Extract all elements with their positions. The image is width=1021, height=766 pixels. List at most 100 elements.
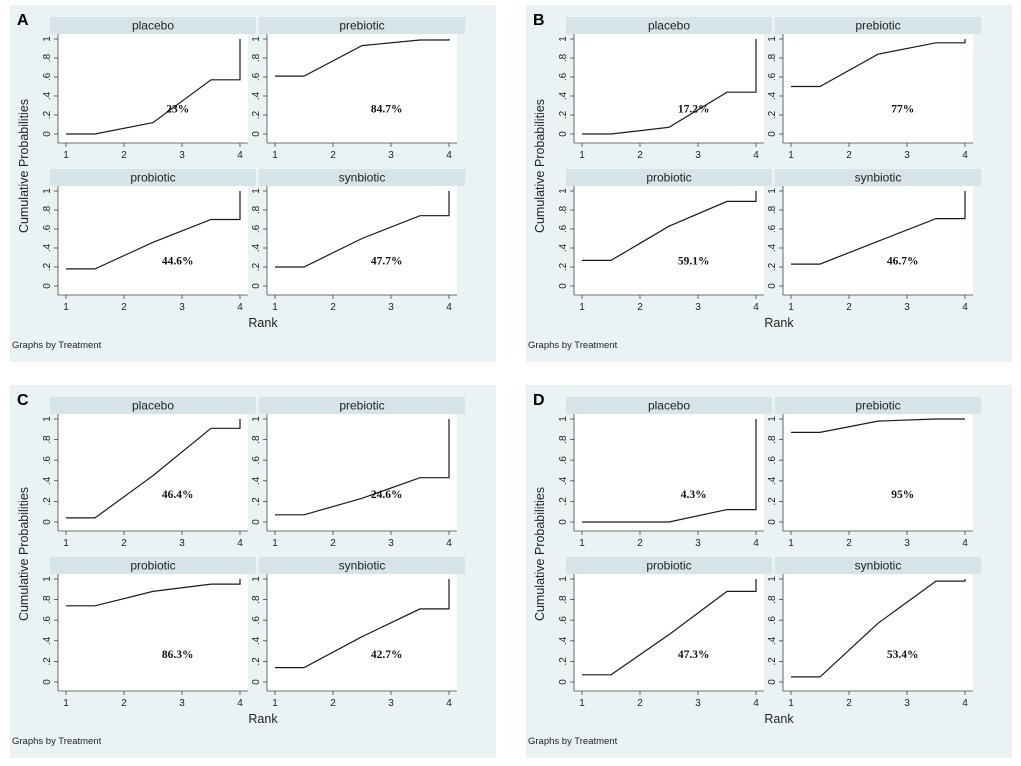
x-tick-label: 4 bbox=[446, 698, 452, 709]
y-tick-label: .4 bbox=[251, 636, 262, 645]
panel-prebiotic: prebiotic 0 .2 .4 .6 .8 1 1 2 3 4 24.6% bbox=[251, 397, 465, 549]
panel-prebiotic: prebiotic 0 .2 .4 .6 .8 1 1 2 3 4 95% bbox=[767, 397, 981, 549]
y-tick-label: 0 bbox=[767, 131, 778, 137]
y-tick-label: 1 bbox=[251, 416, 262, 422]
sucra-label: 23% bbox=[166, 103, 189, 115]
y-axis-label: Cumulative Probabilities bbox=[17, 487, 31, 621]
plot-area bbox=[783, 574, 973, 691]
plot-area bbox=[58, 574, 248, 691]
y-tick-label: 1 bbox=[42, 416, 53, 422]
panel-strip bbox=[566, 557, 772, 574]
y-tick-label: 0 bbox=[251, 679, 262, 685]
series-line bbox=[582, 39, 757, 135]
x-tick-label: 2 bbox=[330, 698, 336, 709]
panel-title: placebo bbox=[132, 399, 174, 413]
series-line bbox=[275, 419, 450, 516]
y-tick-label: .8 bbox=[558, 205, 569, 214]
x-tick-label: 2 bbox=[637, 150, 643, 161]
x-tick-label: 1 bbox=[579, 302, 585, 313]
y-tick-label: .4 bbox=[767, 636, 778, 645]
panel-strip bbox=[775, 169, 981, 186]
panel-placebo: placebo 0 .2 .4 .6 .8 1 1 2 3 4 17.2% bbox=[558, 17, 772, 161]
plot-area bbox=[267, 186, 457, 295]
panel-synbiotic: synbiotic 0 .2 .4 .6 .8 1 1 2 3 4 53.4% bbox=[767, 557, 981, 709]
x-tick-label: 4 bbox=[237, 150, 243, 161]
x-tick-label: 4 bbox=[753, 538, 759, 549]
x-tick-label: 3 bbox=[695, 538, 701, 549]
x-tick-label: 4 bbox=[237, 698, 243, 709]
panel-strip bbox=[259, 17, 465, 34]
y-tick-label: 1 bbox=[42, 576, 53, 582]
sucra-label: 53.4% bbox=[887, 649, 919, 661]
y-tick-label: 1 bbox=[558, 576, 569, 582]
panel-title: prebiotic bbox=[855, 19, 900, 33]
sucra-label: 4.3% bbox=[681, 489, 707, 501]
y-tick-label: 0 bbox=[558, 283, 569, 289]
series-line bbox=[66, 579, 241, 607]
y-tick-label: .4 bbox=[558, 476, 569, 485]
y-tick-label: .2 bbox=[767, 497, 778, 506]
x-tick-label: 2 bbox=[121, 698, 127, 709]
plot-area bbox=[267, 34, 457, 143]
series-line bbox=[791, 418, 965, 433]
x-tick-label: 1 bbox=[272, 698, 278, 709]
x-axis-label: Rank bbox=[248, 712, 278, 726]
y-tick-label: 0 bbox=[42, 519, 53, 525]
y-tick-label: .4 bbox=[42, 91, 53, 100]
plot-area bbox=[267, 414, 457, 531]
x-tick-label: 2 bbox=[846, 538, 852, 549]
y-tick-label: .6 bbox=[42, 456, 53, 465]
x-tick-label: 1 bbox=[579, 538, 585, 549]
x-tick-label: 1 bbox=[63, 302, 69, 313]
y-tick-label: .6 bbox=[251, 72, 262, 81]
y-tick-label: 1 bbox=[42, 36, 53, 42]
sucra-label: 86.3% bbox=[162, 649, 194, 661]
y-tick-label: 0 bbox=[767, 519, 778, 525]
x-tick-label: 3 bbox=[179, 302, 185, 313]
x-tick-label: 2 bbox=[637, 538, 643, 549]
y-tick-label: .4 bbox=[767, 91, 778, 100]
panel-prebiotic: prebiotic 0 .2 .4 .6 .8 1 1 2 3 4 77% bbox=[767, 17, 981, 161]
y-tick-label: 0 bbox=[558, 519, 569, 525]
y-tick-label: .8 bbox=[251, 435, 262, 444]
x-tick-label: 1 bbox=[272, 150, 278, 161]
panel-letter: C bbox=[17, 392, 29, 409]
x-tick-label: 3 bbox=[388, 302, 394, 313]
x-tick-label: 1 bbox=[579, 150, 585, 161]
panel-title: synbiotic bbox=[339, 559, 386, 573]
x-tick-label: 3 bbox=[904, 538, 910, 549]
panel-title: placebo bbox=[648, 399, 690, 413]
y-tick-label: .4 bbox=[558, 636, 569, 645]
y-tick-label: .2 bbox=[558, 262, 569, 271]
sucra-label: 47.7% bbox=[371, 255, 403, 267]
y-tick-label: .4 bbox=[251, 243, 262, 252]
series-line bbox=[275, 39, 450, 77]
plot-area bbox=[574, 186, 764, 295]
panel-probiotic: probiotic 0 .2 .4 .6 .8 1 1 2 3 4 47.3% bbox=[558, 557, 772, 709]
x-tick-label: 2 bbox=[846, 698, 852, 709]
plot-area bbox=[783, 186, 973, 295]
y-tick-label: 1 bbox=[42, 188, 53, 194]
panel-title: synbiotic bbox=[855, 171, 902, 185]
panel-strip bbox=[259, 557, 465, 574]
y-tick-label: 0 bbox=[42, 679, 53, 685]
sucra-label: 42.7% bbox=[371, 649, 403, 661]
sucra-label: 44.6% bbox=[162, 255, 194, 267]
y-tick-label: .6 bbox=[767, 224, 778, 233]
x-tick-label: 4 bbox=[446, 538, 452, 549]
panel-strip bbox=[259, 169, 465, 186]
y-tick-label: .4 bbox=[558, 91, 569, 100]
sucra-label: 24.6% bbox=[371, 489, 403, 501]
x-tick-label: 4 bbox=[962, 538, 968, 549]
plot-area bbox=[574, 414, 764, 531]
panel-synbiotic: synbiotic 0 .2 .4 .6 .8 1 1 2 3 4 47.7% bbox=[251, 169, 465, 313]
panel-placebo: placebo 0 .2 .4 .6 .8 1 1 2 3 4 4.3% bbox=[558, 397, 772, 549]
sucra-label: 84.7% bbox=[371, 103, 403, 115]
y-tick-label: 1 bbox=[251, 576, 262, 582]
x-tick-label: 2 bbox=[121, 150, 127, 161]
panel-strip bbox=[775, 397, 981, 414]
x-tick-label: 2 bbox=[330, 302, 336, 313]
panel-strip bbox=[50, 397, 256, 414]
